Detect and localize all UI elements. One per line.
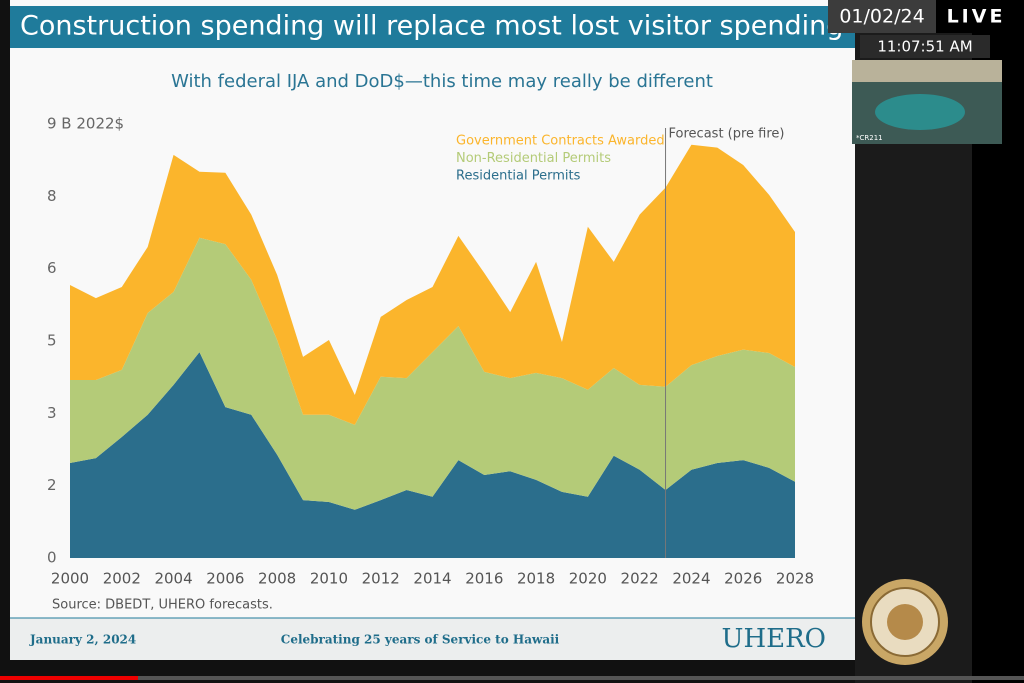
seal-core <box>887 604 923 640</box>
x-tick-label: 2026 <box>724 570 762 588</box>
video-table <box>875 94 965 130</box>
area <box>70 352 795 558</box>
legend-label: Non-Residential Permits <box>456 151 611 166</box>
date-box <box>828 0 936 33</box>
subtitle: With federal IJA and DoD$—this time may … <box>171 71 713 92</box>
area <box>70 144 795 425</box>
progress-bar[interactable] <box>0 676 138 680</box>
footer <box>10 618 855 660</box>
y-tick-label: 9 B 2022$ <box>47 115 124 133</box>
time-box <box>860 35 990 58</box>
legend-label: Government Contracts Awarded <box>456 134 665 149</box>
y-tick-label: 2 <box>47 476 57 494</box>
x-tick-label: 2028 <box>776 570 814 588</box>
y-tick-label: 8 <box>47 187 57 205</box>
live: LIVE <box>947 6 1006 28</box>
footer-date: January 2, 2024 <box>29 633 136 647</box>
room-label: *CR211 <box>856 134 883 142</box>
title-bar <box>10 6 855 48</box>
legend-label: Residential Permits <box>456 169 581 184</box>
x-tick-label: 2020 <box>569 570 607 588</box>
slide-title: Construction spending will replace most … <box>20 11 843 42</box>
video-wall <box>852 60 1002 82</box>
seal <box>862 579 948 665</box>
y-tick-label: 6 <box>47 259 57 277</box>
area <box>70 237 795 510</box>
x-tick-label: 2004 <box>154 570 192 588</box>
x-tick-label: 2000 <box>51 570 89 588</box>
x-tick-label: 2012 <box>362 570 400 588</box>
x-tick-label: 2024 <box>672 570 710 588</box>
x-tick-label: 2010 <box>310 570 348 588</box>
date: 01/02/24 <box>839 6 924 28</box>
x-tick-label: 2002 <box>103 570 141 588</box>
y-tick-label: 0 <box>47 549 57 567</box>
footer-tagline: Celebrating 25 years of Service to Hawai… <box>281 633 560 647</box>
x-tick-label: 2006 <box>206 570 244 588</box>
time: 11:07:51 AM <box>877 38 972 56</box>
live-box <box>936 0 1024 33</box>
x-tick-label: 2022 <box>621 570 659 588</box>
progress-track <box>0 676 1024 680</box>
x-tick-label: 2018 <box>517 570 555 588</box>
y-tick-label: 5 <box>47 332 57 350</box>
x-tick-label: 2008 <box>258 570 296 588</box>
y-tick-label: 3 <box>47 404 57 422</box>
source: Source: DBEDT, UHERO forecasts. <box>52 598 273 613</box>
logo: UHERO <box>722 624 826 654</box>
x-tick-label: 2014 <box>413 570 451 588</box>
x-tick-label: 2016 <box>465 570 503 588</box>
annotation: Forecast (pre fire) <box>669 127 785 142</box>
